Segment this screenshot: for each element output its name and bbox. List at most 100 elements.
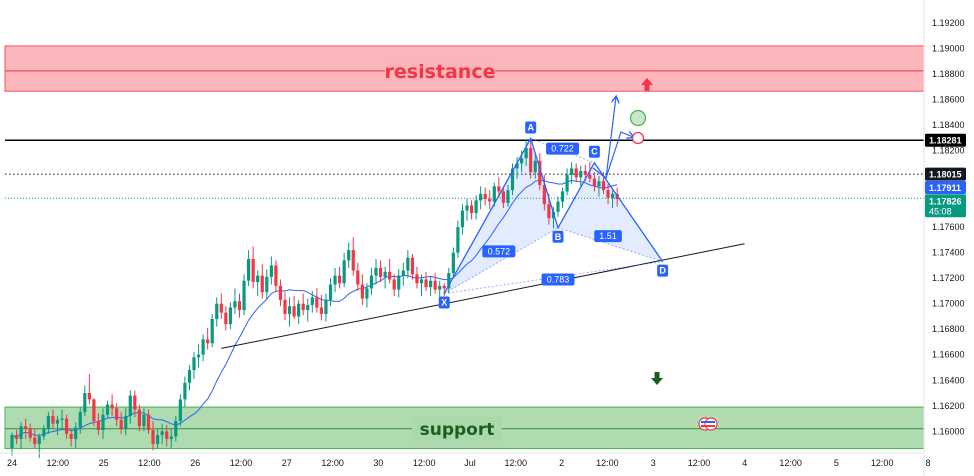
candle [365, 283, 369, 308]
resistance-label: resistance [385, 61, 496, 83]
time-tick-label: 5 [834, 458, 839, 468]
candle-body [28, 428, 32, 438]
candle-body [46, 415, 50, 429]
candle [383, 266, 387, 289]
projection-arrow-right[interactable] [605, 132, 633, 179]
candle [215, 297, 219, 327]
level-badge [925, 133, 966, 147]
red-circle-marker[interactable] [631, 131, 645, 145]
red-up-arrow-icon[interactable] [641, 78, 653, 91]
candle [570, 162, 574, 184]
candle [347, 242, 351, 268]
resistance-label-bg [385, 57, 495, 84]
candle [306, 298, 310, 322]
pattern-point-c: C [591, 147, 598, 157]
candle-body [492, 186, 496, 202]
price-tick-label: 1.18800 [932, 69, 965, 79]
candle-body [133, 395, 137, 410]
candle [87, 373, 91, 405]
support-label-bg [412, 416, 502, 441]
pattern-ratio-label: 0.722 [551, 144, 574, 154]
event-flag-icon[interactable] [698, 417, 718, 431]
candle [342, 252, 346, 288]
candle [538, 153, 542, 191]
candlesticks[interactable] [10, 139, 619, 459]
candle [96, 413, 101, 436]
candle [192, 352, 196, 379]
pattern-ratio-line [530, 138, 595, 164]
candle [256, 270, 260, 297]
candle-body [579, 170, 583, 178]
candle-body [592, 178, 596, 187]
candle-body [206, 339, 210, 344]
candle-body [101, 414, 105, 431]
candle-body [196, 354, 201, 358]
candle [542, 174, 546, 211]
harmonic-pattern[interactable]: X A B C D 0.572 0.722 1.51 0.783 [438, 121, 669, 309]
candle-body [306, 304, 310, 311]
candle-body [465, 205, 469, 211]
pattern-ratio-label: 1.51 [599, 231, 617, 241]
candle [592, 172, 596, 192]
candle-body [87, 393, 91, 400]
candle [69, 428, 73, 447]
price-badge-green-text: 1.17826 [929, 196, 962, 206]
candle-body [333, 275, 337, 285]
pattern-triangle-xab [444, 138, 558, 294]
projection-arrows[interactable] [592, 78, 718, 431]
candle-body [233, 301, 237, 308]
candle [292, 296, 296, 320]
candle [33, 428, 37, 448]
pattern-ratio-box [546, 142, 580, 155]
candle-body [251, 259, 255, 283]
candle-body [506, 190, 510, 203]
candle [287, 297, 292, 327]
candle-body [19, 426, 23, 439]
candle-body [365, 288, 369, 299]
candle [447, 267, 451, 294]
candle [469, 200, 474, 220]
candle-body [520, 158, 524, 164]
candle-body [410, 257, 414, 275]
trendline-layer[interactable] [221, 243, 745, 349]
candle [465, 199, 469, 221]
candle [529, 140, 533, 179]
candle-body [542, 185, 546, 205]
price-axis[interactable]: 1.19200 1.19000 1.18800 1.18600 1.18400 1.182… [932, 18, 965, 436]
candle-body [292, 306, 296, 317]
green-circle-marker[interactable] [629, 109, 647, 127]
candle-body [110, 404, 114, 409]
pattern-ratio-label: 0.783 [547, 274, 570, 284]
candle-body [442, 285, 446, 289]
candle [83, 385, 87, 416]
candle [278, 279, 283, 307]
time-tick-label: 12:00 [413, 458, 436, 468]
pattern-point-box [588, 145, 600, 158]
candle-body [488, 199, 492, 202]
candle-body [447, 273, 451, 289]
candle-body [10, 435, 14, 448]
candle [228, 302, 232, 330]
candle-body [283, 299, 287, 314]
candle [392, 274, 396, 297]
candle [60, 409, 64, 431]
candle-body [356, 270, 360, 285]
green-down-arrow-icon[interactable] [651, 372, 663, 385]
time-axis[interactable]: 24 12:00 25 12:00 26 12:00 27 12:00 30 12:00 Jul 12… [7, 458, 931, 468]
candle [165, 424, 169, 447]
candle [556, 196, 560, 217]
candle-body [24, 426, 28, 429]
candle [429, 276, 433, 297]
price-tick-label: 1.17200 [932, 273, 965, 283]
pattern-point-box [552, 230, 564, 243]
candle-body [37, 436, 41, 445]
candle-body [256, 275, 260, 283]
time-tick-label: 12:00 [596, 458, 619, 468]
level-badge-text: 1.18015 [929, 170, 962, 180]
candle-body [451, 252, 455, 274]
candle-body [269, 265, 273, 277]
candle [55, 415, 60, 436]
